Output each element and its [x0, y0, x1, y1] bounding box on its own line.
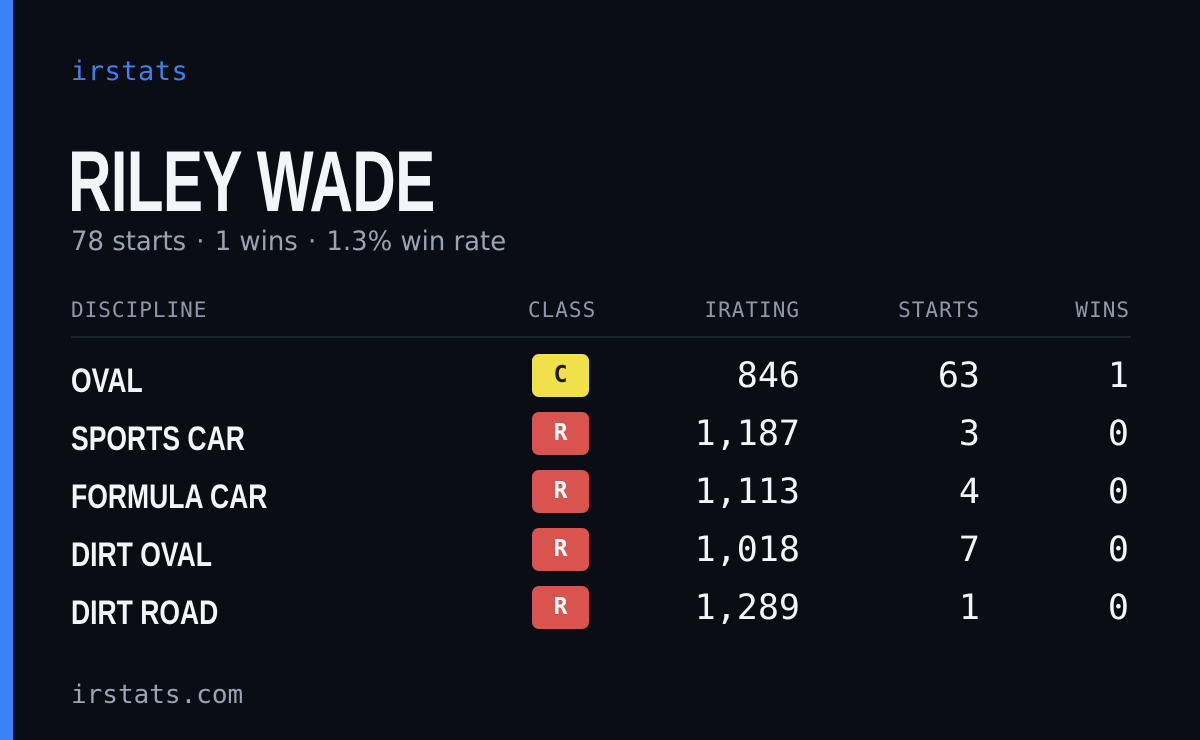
- header-class: CLASS: [528, 298, 597, 322]
- table-row: SPORTS CAR R 1,187 3 0: [71, 408, 1131, 466]
- table-header: DISCIPLINE CLASS IRATING STARTS WINS: [71, 296, 1131, 338]
- table-row: DIRT ROAD R 1,289 1 0: [71, 582, 1131, 640]
- accent-bar: [0, 0, 13, 740]
- wins-value: 0: [1107, 472, 1129, 512]
- stats-summary: 78 starts · 1 wins · 1.3% win rate: [71, 226, 506, 257]
- discipline-label: OVAL: [71, 362, 143, 400]
- summary-separator: ·: [196, 226, 205, 257]
- table-row: DIRT OVAL R 1,018 7 0: [71, 524, 1131, 582]
- class-badge: R: [532, 528, 589, 571]
- footer-url: irstats.com: [71, 680, 244, 710]
- table-body: OVAL C 846 63 1 SPORTS CAR R 1,187 3 0 F…: [71, 350, 1131, 640]
- starts-value: 4: [958, 472, 980, 512]
- irating-value: 1,113: [694, 472, 800, 512]
- discipline-label: DIRT OVAL: [71, 536, 212, 574]
- wins-value: 0: [1107, 414, 1129, 454]
- wins-value: 0: [1107, 588, 1129, 628]
- table-row: FORMULA CAR R 1,113 4 0: [71, 466, 1131, 524]
- driver-name: RILEY WADE: [68, 134, 435, 230]
- class-badge: R: [532, 412, 589, 455]
- class-badge: R: [532, 586, 589, 629]
- starts-value: 1: [958, 588, 980, 628]
- discipline-label: DIRT ROAD: [71, 594, 219, 632]
- irating-value: 846: [736, 356, 800, 396]
- license-table: DISCIPLINE CLASS IRATING STARTS WINS OVA…: [71, 296, 1131, 632]
- summary-starts: 78 starts: [71, 226, 187, 257]
- summary-separator: ·: [307, 226, 317, 257]
- header-discipline: DISCIPLINE: [71, 298, 208, 322]
- header-wins: WINS: [1075, 298, 1130, 322]
- header-starts: STARTS: [898, 298, 980, 322]
- starts-value: 3: [958, 414, 980, 454]
- irating-value: 1,289: [694, 588, 800, 628]
- table-row: OVAL C 846 63 1: [71, 350, 1131, 408]
- summary-wins: 1 wins: [214, 226, 298, 257]
- irating-value: 1,018: [694, 530, 800, 570]
- starts-value: 63: [937, 356, 980, 396]
- class-badge: R: [532, 470, 589, 513]
- summary-win-rate: 1.3% win rate: [326, 226, 507, 257]
- discipline-label: FORMULA CAR: [71, 478, 268, 516]
- class-badge: C: [532, 354, 589, 397]
- wins-value: 1: [1107, 356, 1129, 396]
- header-irating: IRATING: [704, 298, 800, 322]
- brand-logo: irstats: [71, 56, 189, 87]
- irating-value: 1,187: [694, 414, 800, 454]
- wins-value: 0: [1107, 530, 1129, 570]
- starts-value: 7: [958, 530, 980, 570]
- discipline-label: SPORTS CAR: [71, 420, 245, 458]
